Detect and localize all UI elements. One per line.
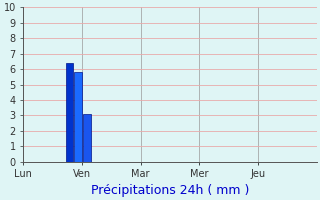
Bar bbox=[83, 114, 91, 162]
X-axis label: Précipitations 24h ( mm ): Précipitations 24h ( mm ) bbox=[91, 184, 249, 197]
Bar bbox=[66, 63, 73, 162]
Bar bbox=[74, 72, 82, 162]
